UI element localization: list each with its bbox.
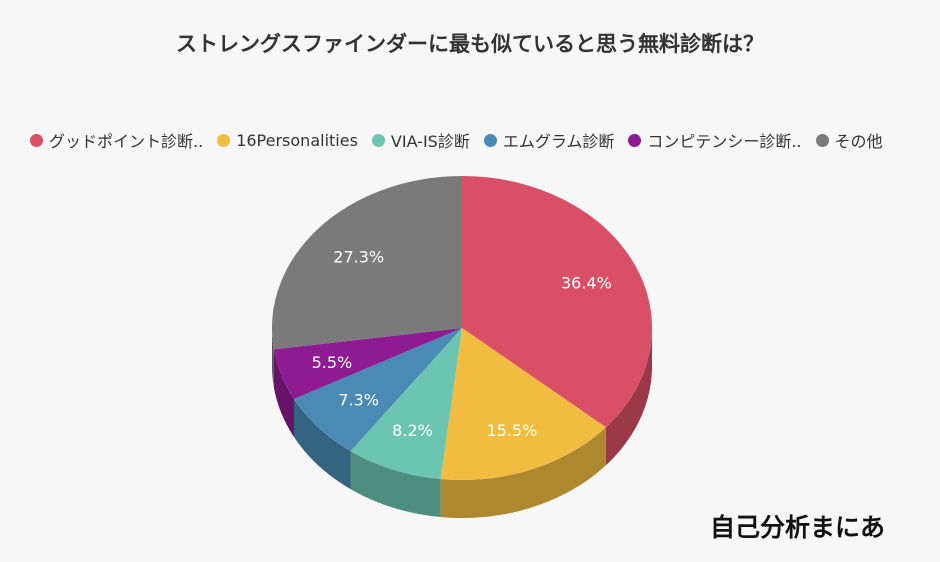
legend-swatch: [30, 133, 43, 147]
legend-item[interactable]: 16Personalities: [217, 131, 358, 150]
pie-label-group: 36.4% 15.5% 8.2% 7.3% 5.5% 27.3%: [312, 247, 612, 440]
legend-swatch: [628, 133, 642, 147]
pie-top-group: [272, 176, 653, 480]
pie-slice-label: 7.3%: [338, 391, 379, 410]
legend-label: その他: [834, 132, 883, 151]
pie-slice[interactable]: [294, 328, 462, 452]
pie-slice-side: [273, 349, 294, 437]
legend-item[interactable]: コンピテンシー診断..: [628, 128, 802, 152]
legend-item[interactable]: その他: [815, 128, 883, 152]
pie-slice-side: [350, 451, 441, 518]
legend-swatch: [371, 133, 385, 147]
legend-label: エムグラム診断: [502, 132, 615, 151]
pie-slice-label: 5.5%: [312, 353, 353, 372]
pie-slice-side: [272, 328, 274, 388]
chart-legend: グッドポイント診断.. 16Personalities VIA-IS診断 エムグ…: [30, 125, 930, 155]
legend-item[interactable]: グッドポイント診断..: [30, 128, 203, 152]
pie-slice[interactable]: [440, 328, 606, 480]
legend-label: グッドポイント診断..: [49, 132, 204, 151]
legend-label: 16Personalities: [236, 130, 358, 150]
pie-slice[interactable]: [273, 328, 462, 399]
legend-swatch: [217, 133, 231, 147]
pie-slice[interactable]: [272, 176, 462, 350]
pie-slice-side: [294, 398, 351, 490]
pie-slice[interactable]: [462, 176, 653, 428]
site-logo: 自己分析まにあ: [710, 513, 886, 542]
legend-label: VIA-IS診断: [390, 132, 470, 151]
legend-item[interactable]: エムグラム診断: [483, 128, 615, 152]
pie-slice-label: 15.5%: [486, 421, 537, 440]
pie-slice-label: 27.3%: [333, 247, 384, 266]
pie-side-group: [272, 328, 652, 518]
legend-swatch: [483, 133, 497, 147]
legend-item[interactable]: VIA-IS診断: [371, 128, 470, 152]
pie-slice-label: 36.4%: [561, 273, 612, 292]
legend-label: コンピテンシー診断..: [647, 132, 802, 151]
legend-swatch: [815, 133, 829, 147]
pie-slice-side: [605, 328, 652, 466]
pie-slice-side: [440, 427, 606, 518]
pie-slice[interactable]: [350, 328, 462, 480]
chart-title: ストレングスファインダーに最も似ていると思う無料診断は？: [176, 32, 764, 56]
pie-slice-label: 8.2%: [392, 421, 433, 440]
